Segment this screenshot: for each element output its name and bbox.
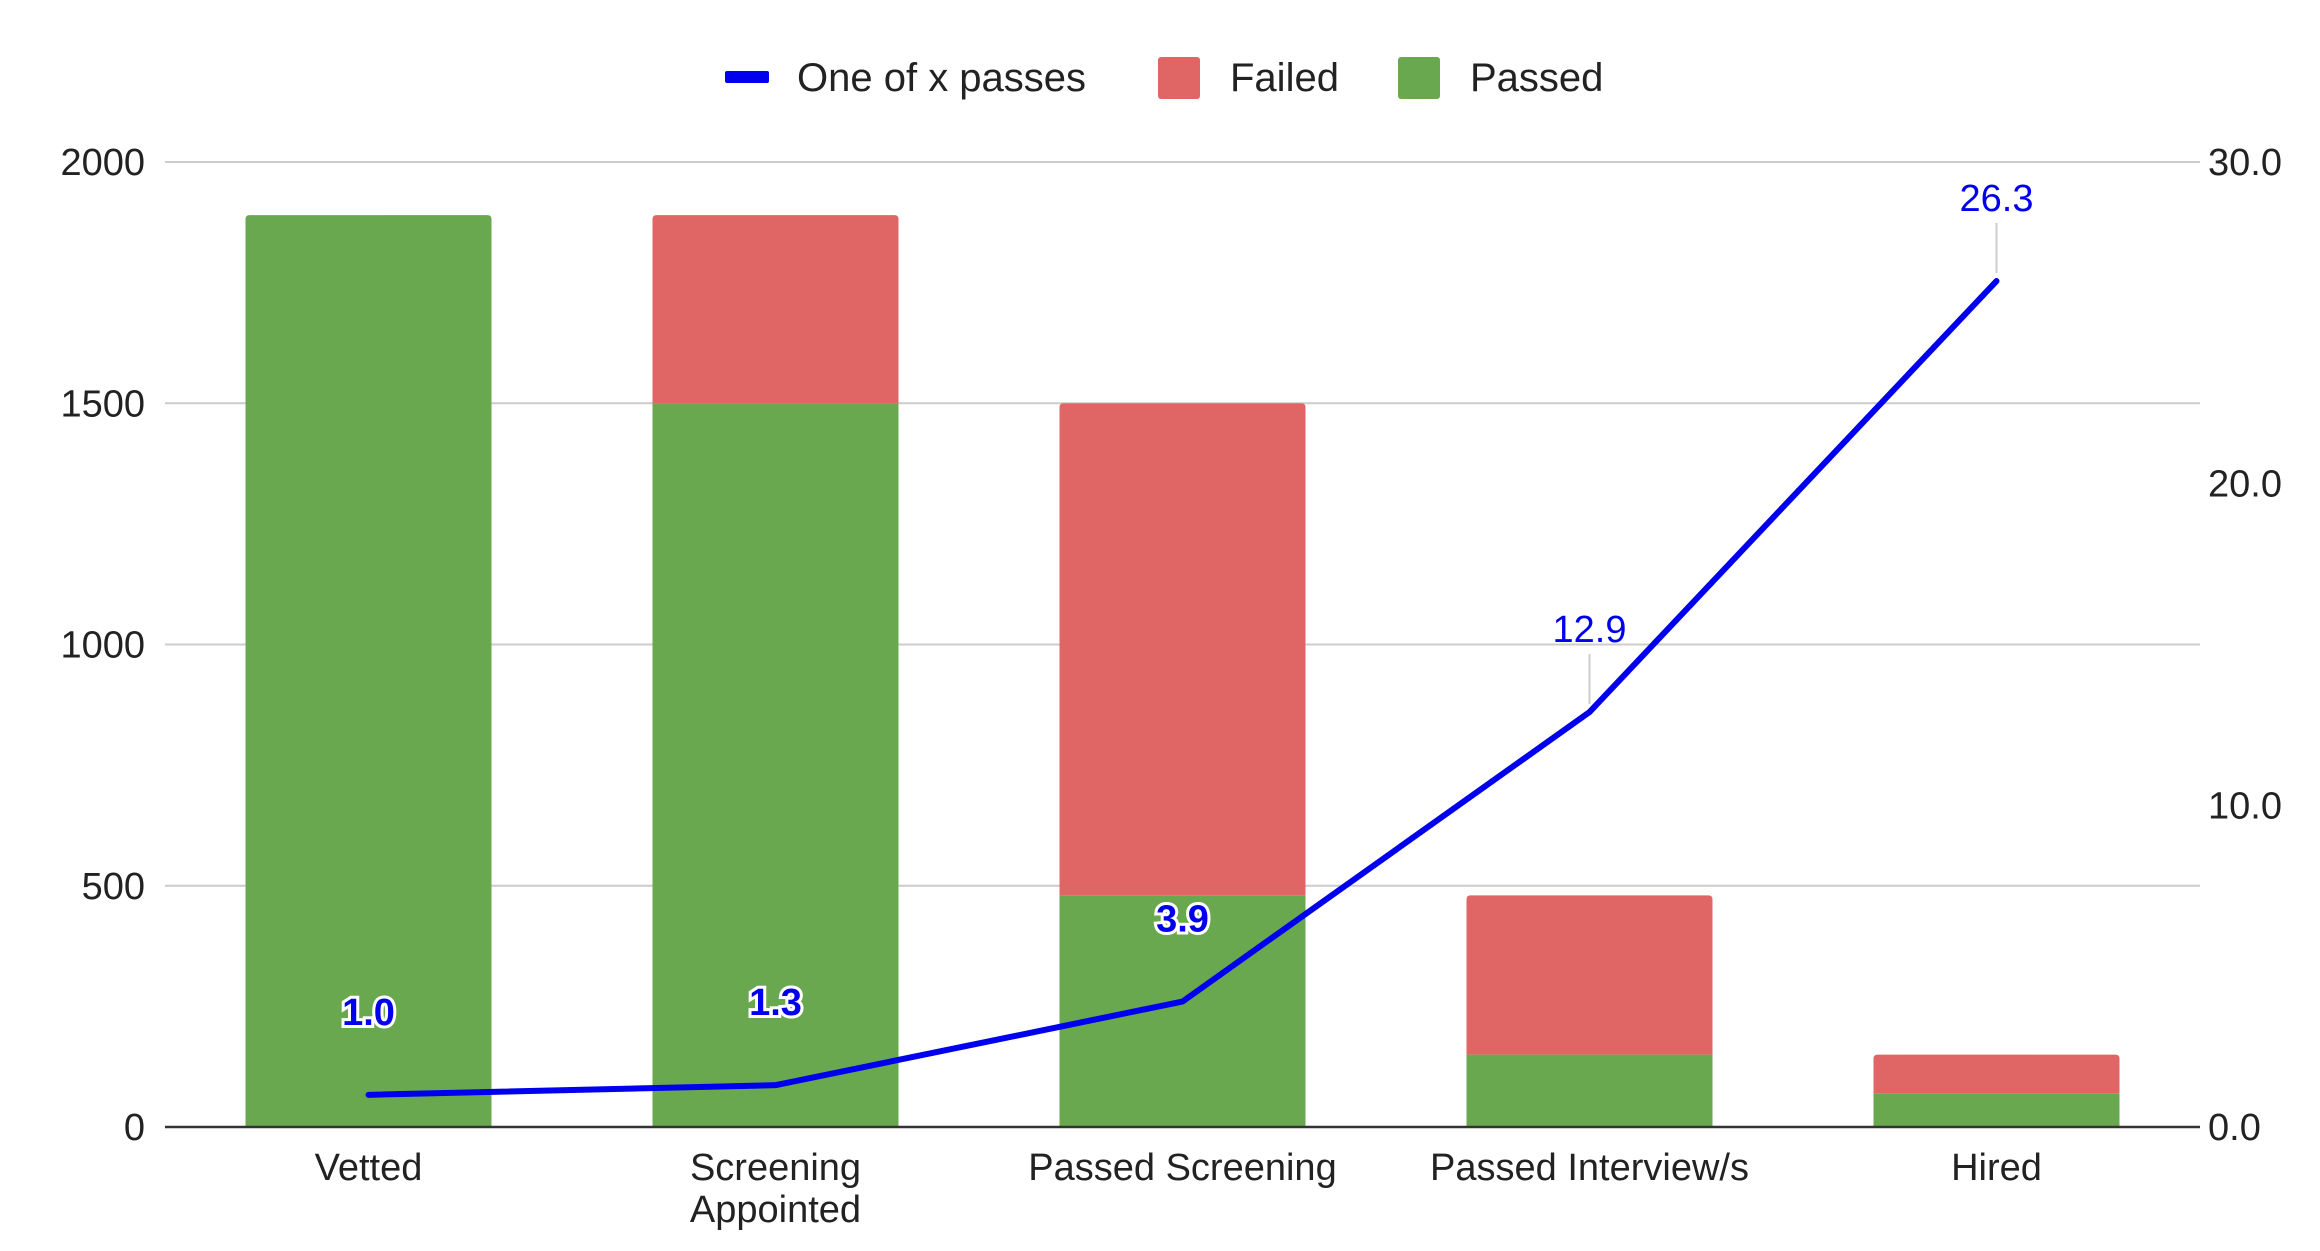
bar-passed [652,403,899,1127]
bar-passed [245,215,492,1127]
legend-label: One of x passes [797,56,1086,100]
bar-failed [652,215,899,404]
category-label: Passed Interview/s [1430,1147,1749,1189]
category-label: Passed Screening [1028,1147,1336,1189]
right-axis-ticks: 0.0 10.0 20.0 30.0 [2208,142,2282,1149]
bars [245,215,2120,1127]
data-labels: 1.0 1.3 3.9 12.9 26.3 [339,178,2034,1037]
category-label: Screening [690,1147,861,1189]
category-label: Vetted [315,1147,423,1189]
left-axis-tick: 0 [124,1107,145,1149]
legend-label: Passed [1470,56,1603,100]
line-one-of-x-passes [365,278,2000,1098]
legend-swatch [1398,57,1440,99]
right-axis-tick: 20.0 [2208,464,2282,506]
bar-passed [1466,1054,1713,1127]
legend-swatch [725,71,769,83]
right-axis-tick: 30.0 [2208,142,2282,184]
left-axis-tick: 2000 [60,142,145,184]
left-axis-tick: 500 [82,866,145,908]
legend-label: Failed [1230,56,1339,100]
category-label: Appointed [690,1189,861,1231]
left-axis-ticks: 0 500 1000 1500 2000 [60,142,145,1149]
bar-failed [1059,403,1306,896]
bar-passed [1059,895,1306,1127]
legend: One of x passes Failed Passed [725,56,1603,100]
line-series [365,278,2000,1098]
data-label: 1.3 [749,982,802,1024]
data-label: 12.9 [1553,609,1627,651]
left-axis-tick: 1500 [60,383,145,425]
legend-swatch [1158,57,1200,99]
bar-failed [1873,1054,2120,1094]
right-axis-tick: 0.0 [2208,1107,2261,1149]
bar-passed [1873,1093,2120,1127]
data-label: 1.0 [342,992,395,1034]
left-axis-tick: 1000 [60,625,145,667]
category-label: Hired [1951,1147,2042,1189]
data-label: 3.9 [1156,899,1209,941]
right-axis-tick: 10.0 [2208,785,2282,827]
bar-failed [1466,895,1713,1055]
data-label: 26.3 [1960,178,2034,220]
